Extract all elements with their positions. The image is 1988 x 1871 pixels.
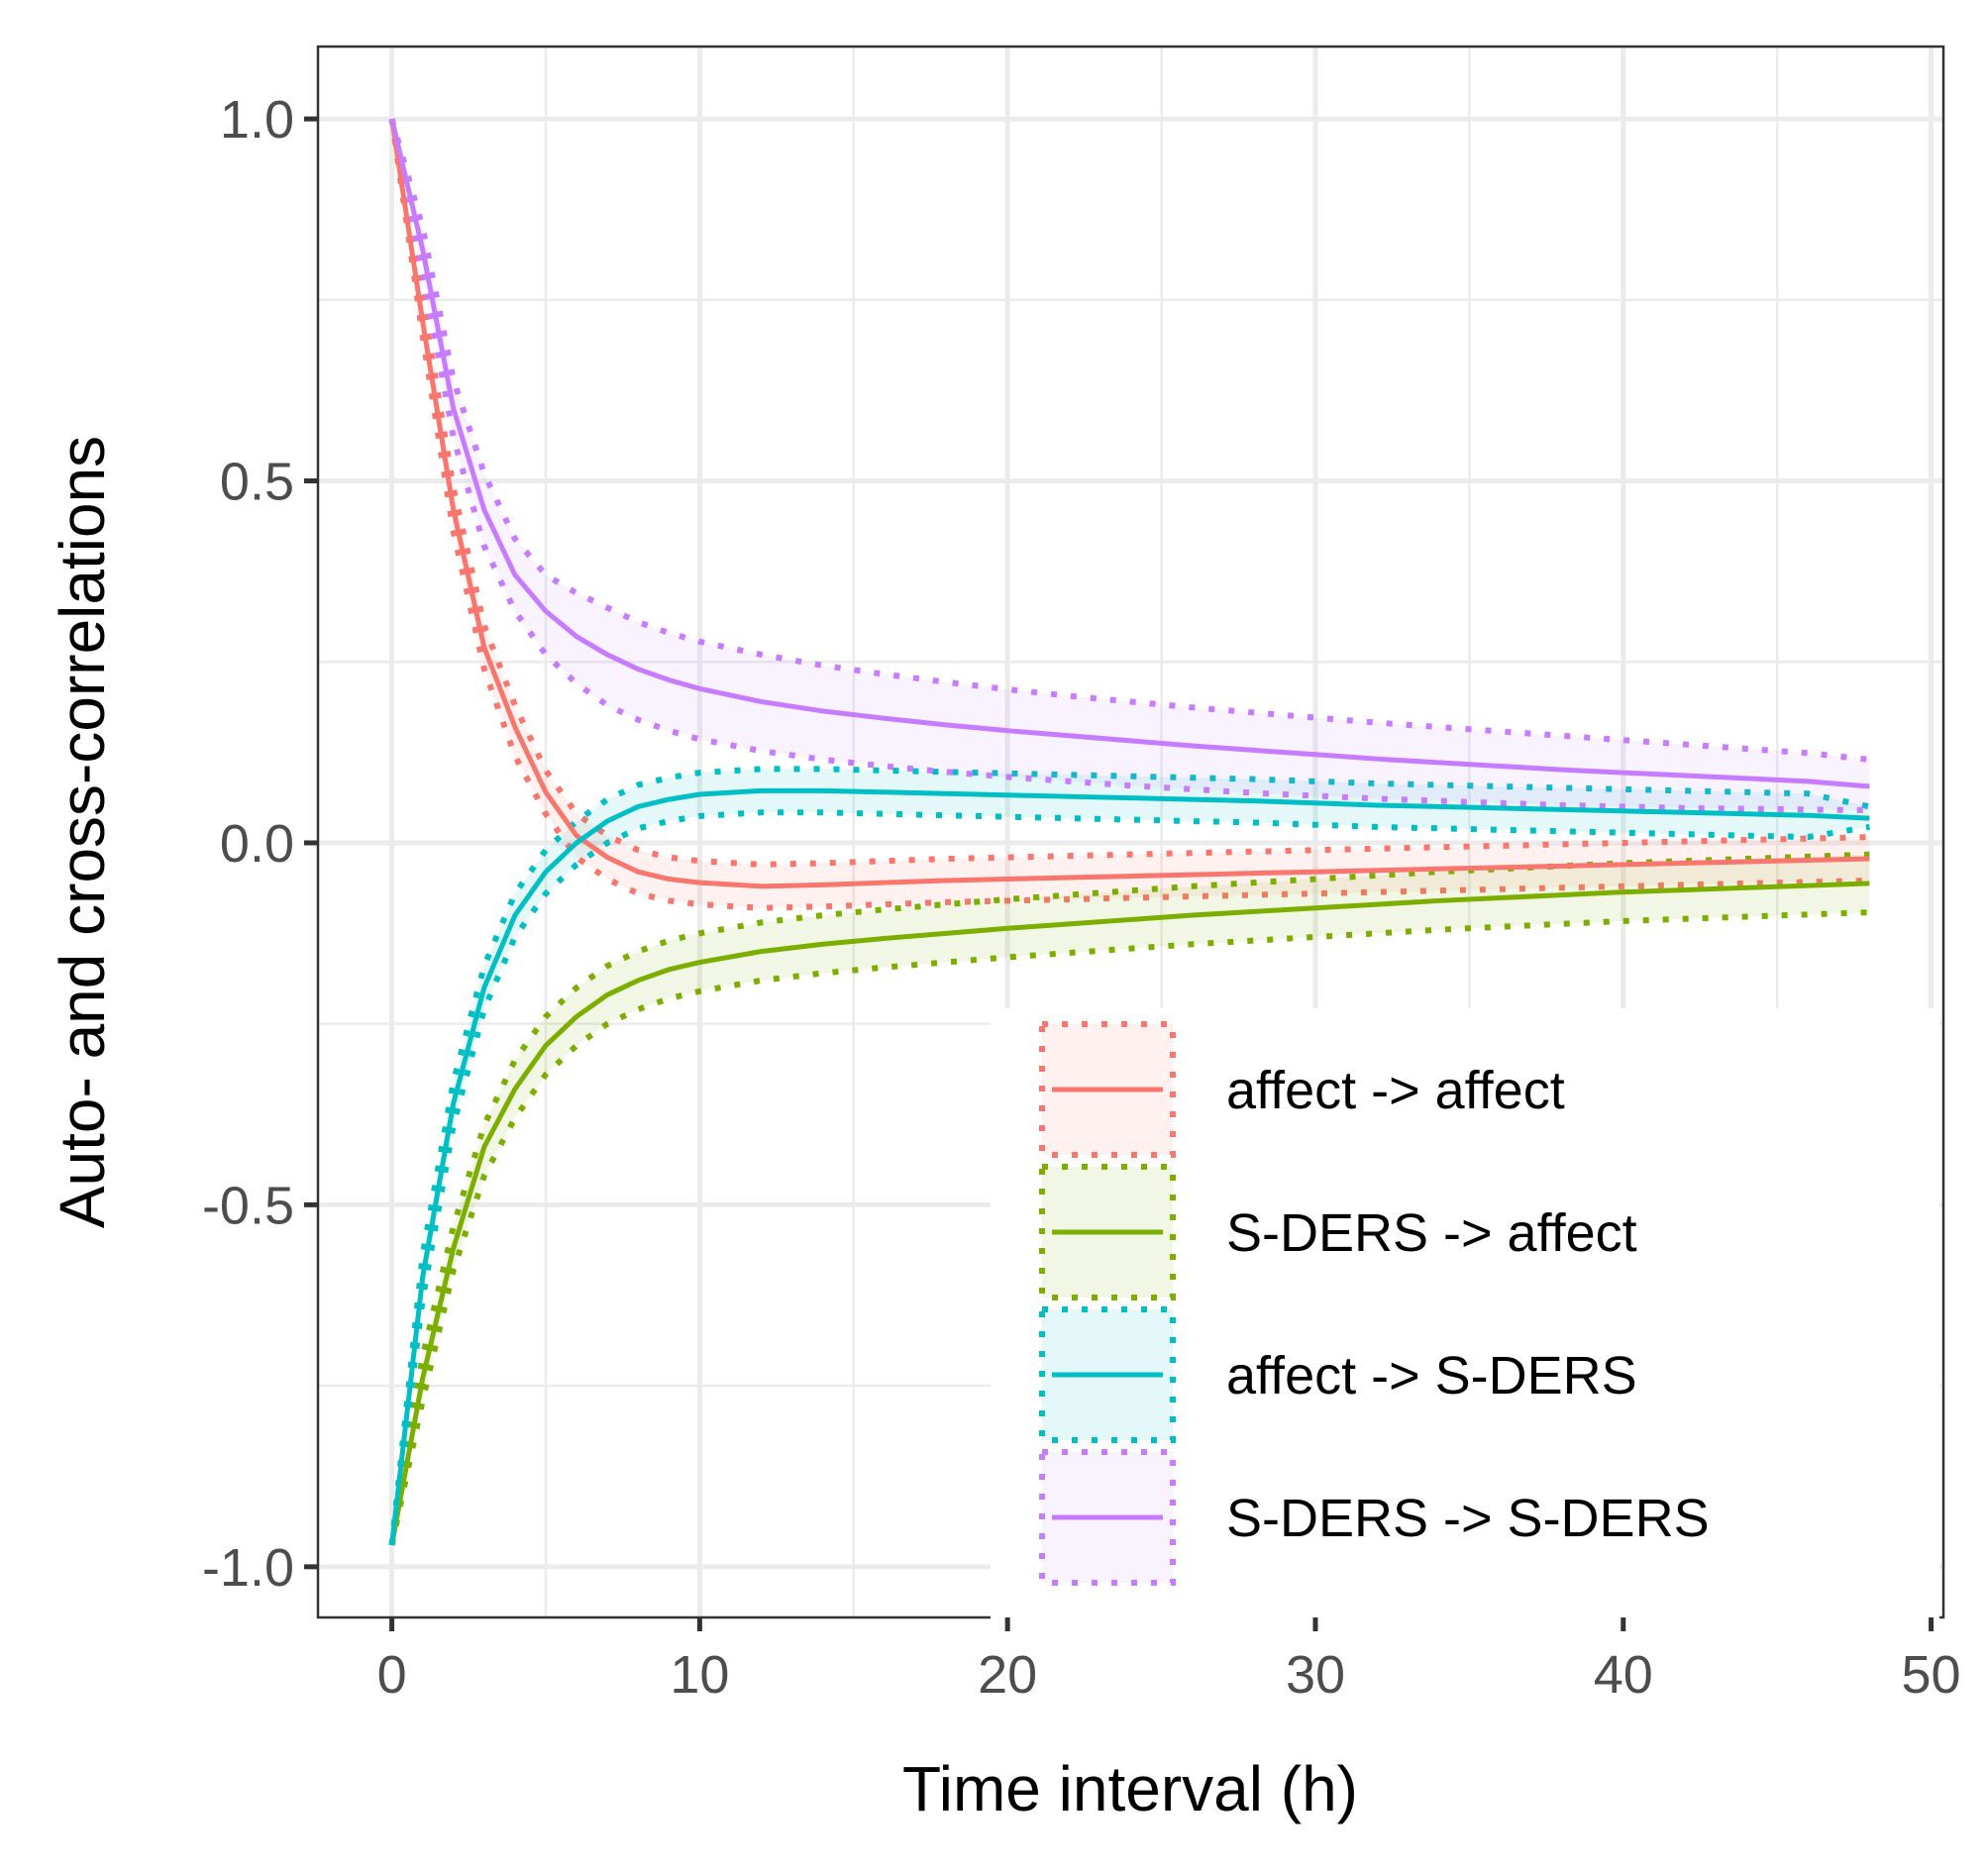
- line-series-3: [389, 118, 1870, 789]
- x-tick-label: 0: [377, 1645, 407, 1705]
- legend-background: [991, 1008, 1939, 1624]
- legend-label: affect -> S-DERS: [1226, 1346, 1637, 1405]
- x-tick-label: 50: [1902, 1645, 1961, 1705]
- legend: affect -> affect S-DERS -> affect affect -…: [991, 1008, 1939, 1624]
- x-tick-label: 10: [670, 1645, 729, 1705]
- series-lines: [389, 118, 1870, 1546]
- legend-label: affect -> affect: [1226, 1061, 1565, 1120]
- legend-label: S-DERS -> S-DERS: [1226, 1489, 1710, 1548]
- y-axis-title: Auto- and cross-correlations: [47, 436, 118, 1228]
- line-series-2: [389, 787, 1870, 1546]
- upper-bound-series-3: [388, 118, 1870, 763]
- y-tick-label: 0.5: [220, 453, 294, 512]
- lower-bound-series-2: [388, 809, 1870, 1546]
- legend-label: S-DERS -> affect: [1226, 1203, 1637, 1263]
- x-tick-label: 20: [978, 1645, 1037, 1705]
- legend-key-border: [1039, 1449, 1176, 1586]
- line-series-0: [389, 118, 1870, 889]
- x-axis-title: Time interval (h): [902, 1753, 1358, 1824]
- legend-key-border: [1039, 1021, 1176, 1158]
- y-tick-label: -1.0: [202, 1538, 294, 1598]
- upper-bound-series-2: [388, 766, 1871, 1546]
- legend-key-border: [1039, 1164, 1176, 1300]
- grid: [318, 47, 1943, 1617]
- x-tick-label: 40: [1594, 1645, 1653, 1705]
- line-series-1: [389, 881, 1870, 1546]
- x-tick-label: 30: [1286, 1645, 1345, 1705]
- y-tick-label: 1.0: [220, 90, 294, 150]
- y-tick-label: 0.0: [220, 814, 294, 874]
- legend-key-border: [1039, 1306, 1176, 1443]
- axis-ticks: -1.0 -0.5 0.0 0.5 1.0 0 10 20 30 40 50: [202, 90, 1961, 1705]
- y-tick-label: -0.5: [202, 1176, 294, 1235]
